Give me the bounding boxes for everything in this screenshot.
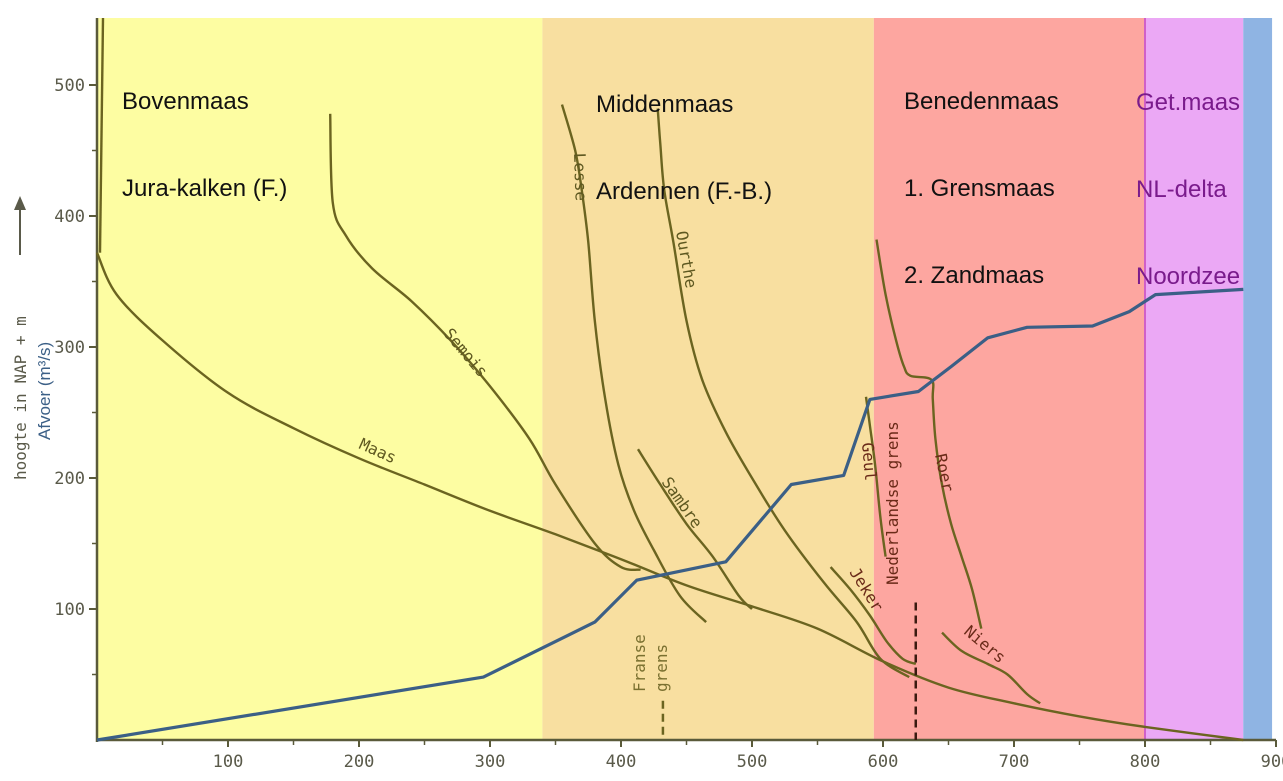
x-tick-label: 200	[344, 752, 375, 772]
river-curve-niers	[941, 631, 1041, 705]
x-tick-label: 100	[213, 752, 244, 772]
zone-label-getijdenmaas: Get.maas NL-delta Noordzee	[1136, 30, 1240, 320]
zone-band	[97, 18, 543, 740]
border-label-franse-grens: Franse	[630, 634, 649, 692]
x-tick-label: 600	[868, 752, 899, 772]
x-tick-label: 300	[475, 752, 506, 772]
curve-label-lesse: Lesse	[570, 152, 591, 201]
zone-band	[873, 18, 1145, 740]
x-tick-label: 400	[606, 752, 637, 772]
zone-line: 2. Zandmaas	[904, 262, 1045, 289]
y-tick-label: 300	[54, 338, 85, 358]
zone-line: Bovenmaas	[122, 88, 249, 115]
x-tick-label: 700	[999, 752, 1030, 772]
x-tick-label: 500	[737, 752, 768, 772]
y-tick-label: 400	[54, 207, 85, 227]
x-tick-label: 900	[1261, 752, 1283, 772]
river-curve-jeker	[829, 566, 917, 666]
river-curve-semois	[329, 113, 641, 572]
zone-band	[1145, 18, 1244, 740]
zone-label-bovenmaas: Bovenmaas Jura-kalken (F.)	[122, 29, 287, 232]
zone-line: Noordzee	[1136, 263, 1241, 290]
zone-line: NL-delta	[1136, 176, 1227, 203]
zone-line: Jura-kalken (F.)	[122, 175, 288, 202]
river-curve-maas	[95, 252, 1244, 742]
zone-label-middenmaas: Middenmaas Ardennen (F.-B.)	[596, 32, 772, 235]
zone-line: Middenmaas	[596, 91, 734, 118]
y-tick-label: 100	[54, 600, 85, 620]
axes: 100 200 300 400 500 100 200 300 400 500 600 700 800 9…	[11, 18, 1283, 772]
zone-line: Ardennen (F.-B.)	[596, 178, 773, 205]
zone-bands	[97, 18, 1273, 740]
curve-label-nederlandse-grens: Nederlandse grens	[883, 421, 902, 585]
zone-band	[1243, 18, 1273, 740]
zone-line: Benedenmaas	[904, 88, 1059, 115]
y-axis-label: hoogte in NAP + m	[11, 316, 30, 480]
maas-source-line	[98, 17, 105, 253]
river-curve-lesse	[560, 104, 707, 623]
y-axis-label-discharge: Afvoer (m³/s)	[35, 342, 54, 440]
zone-line: 1. Grensmaas	[904, 175, 1055, 202]
zone-label-benedenmaas: Benedenmaas 1. Grensmaas 2. Zandmaas	[904, 29, 1059, 319]
river-curve-ourthe	[656, 108, 910, 679]
y-tick-label: 500	[54, 76, 85, 96]
discharge-series	[96, 287, 1244, 742]
river-curve-sambre	[636, 448, 753, 610]
curve-label-geul: Geul	[858, 442, 880, 482]
discharge-line	[96, 287, 1244, 742]
river-curve-roer	[875, 239, 983, 629]
x-tick-label: 800	[1130, 752, 1161, 772]
y-axis-arrow-head	[14, 196, 26, 210]
river-curve-geul	[864, 396, 887, 557]
border-label-franse-grens: grens	[652, 644, 671, 692]
river-curves	[95, 17, 1244, 742]
zone-line: Get.maas	[1136, 89, 1241, 116]
y-tick-label: 200	[54, 469, 85, 489]
